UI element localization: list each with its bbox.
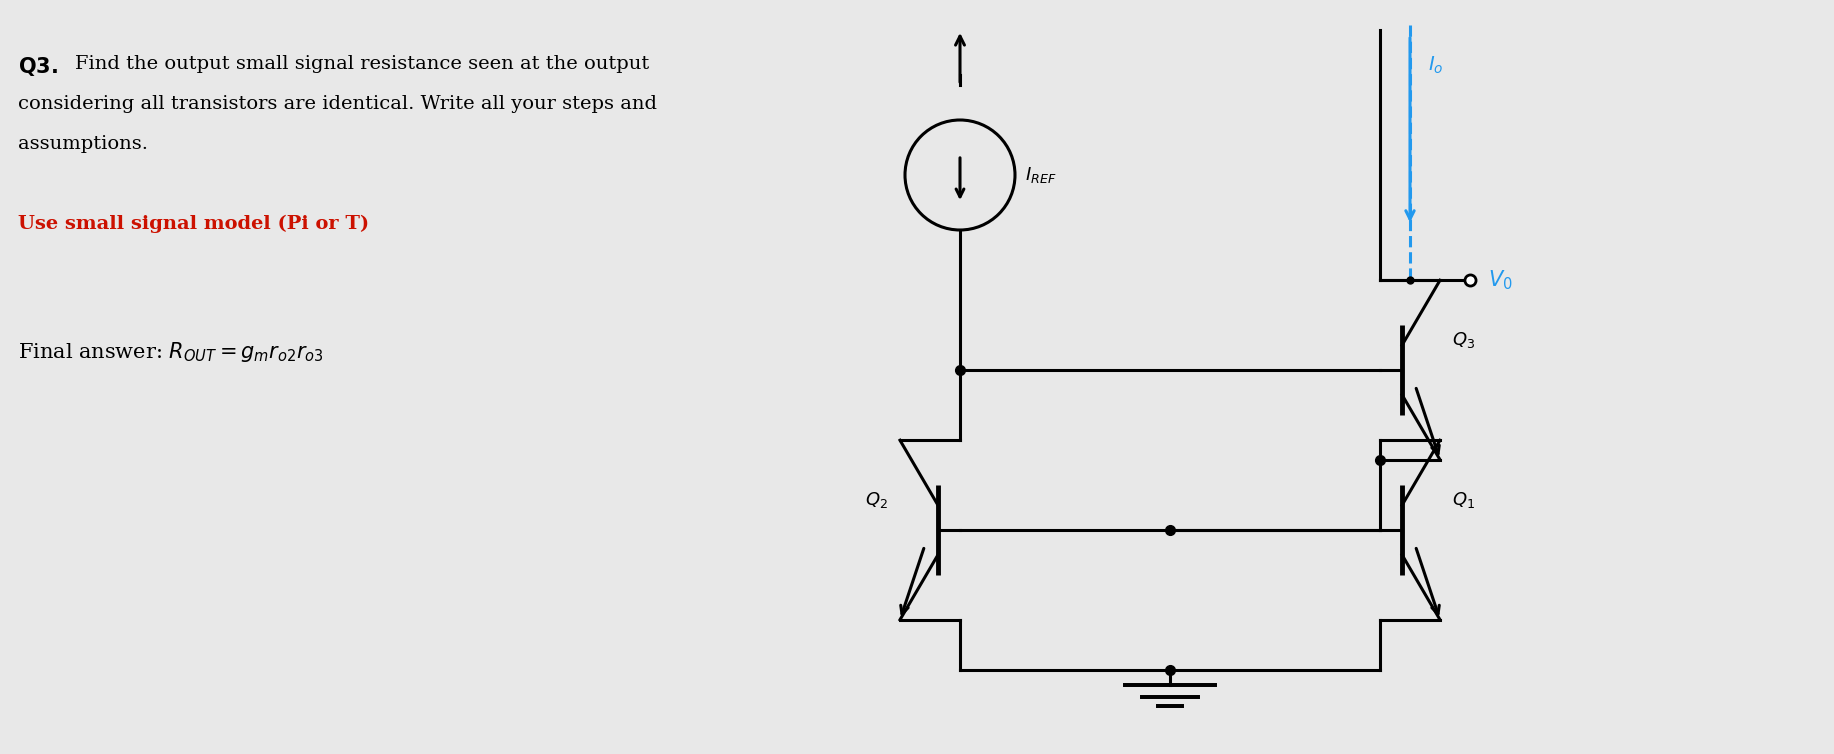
- Text: $Q_1$: $Q_1$: [1453, 490, 1475, 510]
- Text: Use small signal model (Pi or T): Use small signal model (Pi or T): [18, 215, 369, 233]
- Text: Final answer: $R_{OUT} = g_m r_{o2} r_{o3}$: Final answer: $R_{OUT} = g_m r_{o2} r_{o…: [18, 340, 325, 364]
- Text: $\mathbf{Q3.}$: $\mathbf{Q3.}$: [18, 55, 59, 78]
- Text: $Q_3$: $Q_3$: [1453, 330, 1475, 350]
- Text: $I_o$: $I_o$: [1429, 54, 1443, 75]
- Text: $Q_2$: $Q_2$: [866, 490, 888, 510]
- Text: $V_0$: $V_0$: [1487, 268, 1513, 292]
- Text: Find the output small signal resistance seen at the output: Find the output small signal resistance …: [75, 55, 649, 73]
- Text: assumptions.: assumptions.: [18, 135, 149, 153]
- Text: considering all transistors are identical. Write all your steps and: considering all transistors are identica…: [18, 95, 657, 113]
- Text: $I_{REF}$: $I_{REF}$: [1025, 165, 1056, 185]
